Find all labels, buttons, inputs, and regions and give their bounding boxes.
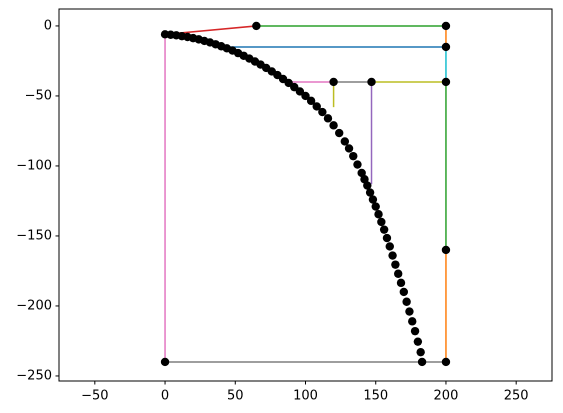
point [252, 21, 261, 31]
point [441, 77, 451, 87]
plot-area [160, 21, 451, 367]
point [335, 128, 344, 138]
point [441, 21, 451, 31]
y-tick-label: −50 [25, 88, 52, 103]
y-tick-label: −200 [16, 298, 52, 313]
point [388, 251, 397, 260]
point [371, 202, 380, 211]
point [385, 242, 394, 251]
y-tick-label: −150 [16, 228, 52, 243]
point [394, 269, 403, 278]
y-tick-label: 0 [44, 18, 52, 33]
point [408, 317, 417, 326]
point [399, 287, 409, 297]
y-tick-label: −100 [16, 158, 52, 173]
point [417, 357, 427, 367]
point [363, 181, 372, 190]
point [318, 107, 327, 117]
point [344, 144, 354, 153]
x-tick-label: 50 [227, 389, 244, 404]
x-tick-label: 250 [504, 389, 529, 404]
point [441, 42, 451, 52]
point [402, 297, 411, 306]
x-tick-label: 0 [161, 389, 169, 404]
point [349, 151, 358, 161]
point [391, 260, 400, 269]
x-tick-label: 200 [434, 389, 459, 404]
point [382, 233, 392, 243]
point [357, 168, 366, 178]
point [360, 175, 369, 184]
point [353, 160, 362, 169]
point [379, 225, 389, 234]
point [329, 121, 338, 130]
point [416, 347, 425, 357]
point [365, 188, 375, 197]
point [329, 77, 338, 87]
point [410, 326, 420, 336]
point [306, 96, 316, 106]
point [374, 210, 383, 219]
point [405, 307, 414, 316]
x-tick-label: 150 [363, 389, 388, 404]
point [413, 337, 423, 346]
point [441, 357, 451, 367]
point [301, 91, 310, 101]
point [295, 87, 305, 96]
point [368, 195, 378, 204]
point [160, 357, 170, 367]
point [367, 77, 376, 87]
point [441, 245, 451, 255]
x-tick-label: 100 [293, 389, 318, 404]
x-tick-label: −50 [81, 389, 108, 404]
point [323, 114, 333, 123]
point [396, 278, 406, 288]
y-tick-label: −250 [16, 368, 52, 383]
axes-frame [58, 8, 553, 382]
point [312, 102, 321, 111]
point [340, 137, 350, 146]
point [377, 217, 386, 227]
